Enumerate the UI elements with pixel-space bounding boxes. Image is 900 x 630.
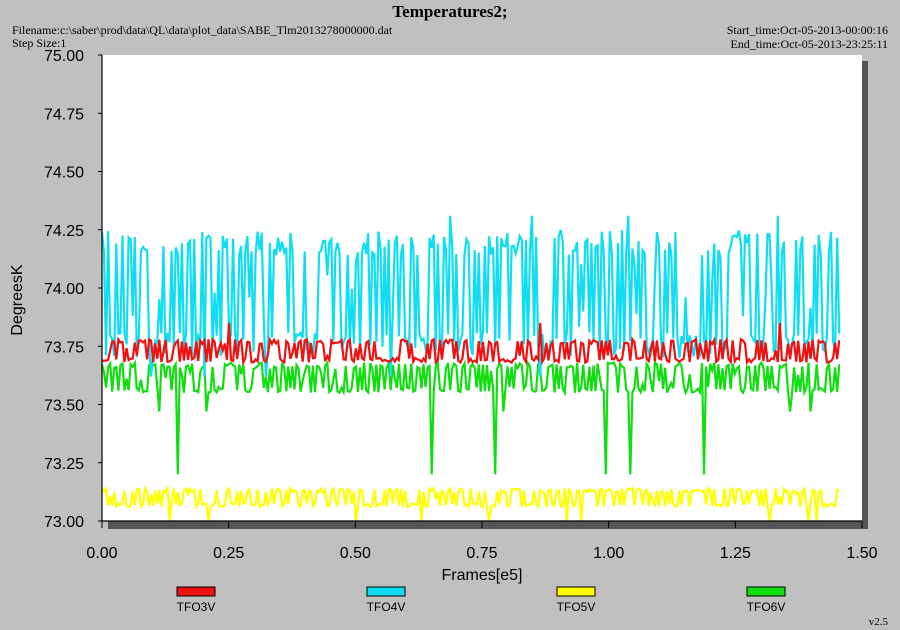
- x-tick-label: 0.50: [340, 545, 371, 562]
- legend-swatch-tfo6v: [746, 586, 786, 597]
- plot-area: [102, 55, 862, 521]
- series-tfo5v-line: [101, 484, 840, 522]
- legend-label-tfo6v: TFO6V: [747, 600, 786, 614]
- series-layer: [100, 215, 841, 522]
- y-tick-label: 73.00: [44, 514, 84, 531]
- x-axis-ticks: 0.00 0.25 0.50 0.75 1.00 1.25 1.50: [86, 521, 878, 562]
- y-tick-label: 73.75: [44, 339, 84, 356]
- legend: TFO3V TFO4V TFO5V TFO6V: [176, 586, 786, 614]
- legend-label-tfo5v: TFO5V: [557, 600, 596, 614]
- legend-label-tfo4v: TFO4V: [367, 600, 406, 614]
- y-tick-label: 74.00: [44, 281, 84, 298]
- x-tick-label: 0.25: [213, 545, 244, 562]
- x-tick-label: 0.75: [466, 545, 497, 562]
- series-tfo4v-line: [100, 215, 841, 377]
- y-tick-label: 74.25: [44, 223, 84, 240]
- legend-swatch-tfo5v: [556, 586, 596, 597]
- y-tick-label: 75.00: [44, 48, 84, 65]
- y-axis-label: DegreesK: [9, 264, 26, 335]
- version-label: v2.5: [868, 616, 888, 628]
- y-tick-label: 73.25: [44, 456, 84, 473]
- legend-swatch-tfo3v: [176, 586, 216, 597]
- chart-title: Temperatures2;: [392, 2, 508, 21]
- x-tick-label: 1.00: [593, 545, 624, 562]
- x-tick-label: 1.50: [846, 545, 877, 562]
- y-tick-label: 74.50: [44, 165, 84, 182]
- step-size-label: Step Size:1: [12, 36, 67, 50]
- filename-label: Filename:c:\saber\prod\data\QL\data\plot…: [12, 23, 393, 37]
- x-tick-label: 1.25: [720, 545, 751, 562]
- y-tick-label: 74.75: [44, 106, 84, 123]
- y-tick-label: 73.50: [44, 398, 84, 415]
- x-tick-label: 0.00: [86, 545, 117, 562]
- start-time-label: Start_time:Oct-05-2013-00:00:16: [726, 23, 888, 37]
- legend-label-tfo3v: TFO3V: [177, 600, 216, 614]
- x-axis-label: Frames[e5]: [442, 567, 523, 584]
- end-time-label: End_time:Oct-05-2013-23:25:11: [730, 37, 888, 51]
- legend-swatch-tfo4v: [366, 586, 406, 597]
- series-tfo6v-line: [100, 359, 841, 475]
- y-axis-ticks: 73.00 73.25 73.50 73.75 74.00 74.25 74.50 74.75…: [44, 48, 102, 531]
- series-tfo3v-line: [101, 322, 841, 367]
